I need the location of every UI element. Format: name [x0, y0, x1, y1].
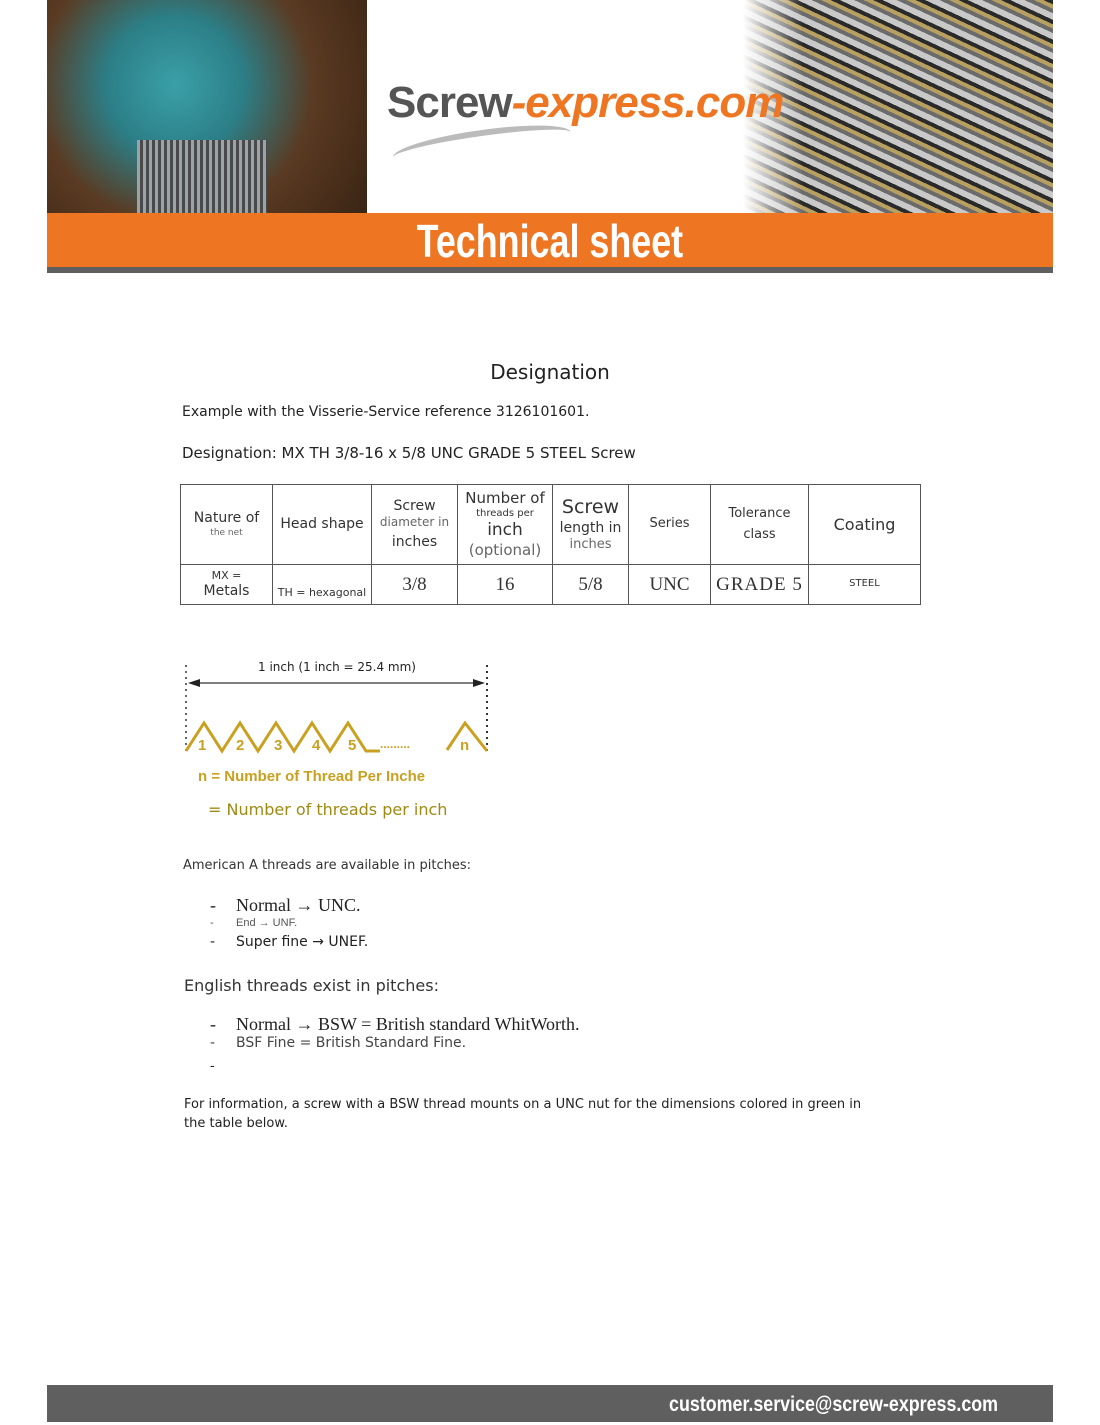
screws-photo — [743, 0, 1053, 213]
thread-drawing — [184, 665, 489, 755]
thread-label: 5 — [348, 737, 357, 754]
cell-length: 5/8 — [552, 564, 629, 605]
thread-label: 4 — [312, 737, 321, 754]
tools-photo — [47, 0, 367, 213]
list-item — [210, 1057, 580, 1075]
header-coating: Coating — [808, 484, 921, 565]
intro-text: Example with the Visserie-Service refere… — [182, 404, 590, 420]
american-intro: American A threads are available in pitc… — [183, 858, 471, 873]
thread-ellipsis: ......... — [380, 737, 411, 751]
list-item: Super fine → UNEF. — [210, 934, 368, 950]
thread-label: 1 — [198, 737, 207, 754]
header-banner: Screw-express.com — [47, 0, 1053, 213]
header-length: Screw length in inches — [552, 484, 629, 565]
footer-email[interactable]: customer.service@screw-express.com — [669, 1393, 998, 1416]
list-item: End → UNF. — [210, 917, 368, 934]
info-text: For information, a screw with a BSW thre… — [184, 1097, 862, 1131]
english-list: Normal → BSW = British standard WhitWort… — [210, 1014, 580, 1075]
cell-nature: MX = Metals — [180, 564, 273, 605]
header-tolerance: Tolerance class — [710, 484, 809, 565]
caption-threads-per-inch: = Number of threads per inch — [208, 800, 448, 819]
header-series: Series — [628, 484, 711, 565]
banner-title: Technical sheet — [416, 215, 684, 267]
header-threads: Number of threads per inch (optional) — [457, 484, 553, 565]
header-diameter: Screw diameter in inches — [371, 484, 458, 565]
section-title: Designation — [490, 360, 610, 384]
cell-diameter: 3/8 — [371, 564, 458, 605]
cell-series: UNC — [628, 564, 711, 605]
list-item: Normal → BSW = British standard WhitWort… — [210, 1014, 580, 1035]
header-head-shape: Head shape — [272, 484, 372, 565]
list-item: BSF Fine = British Standard Fine. — [210, 1035, 580, 1057]
list-item: Normal → UNC. — [210, 895, 368, 917]
american-list: Normal → UNC. End → UNF. Super fine → UN… — [210, 895, 368, 950]
cell-threads: 16 — [457, 564, 553, 605]
table-header-row: Nature of the net Head shape Screw diamete… — [180, 484, 921, 565]
header-nature: Nature of the net — [180, 484, 273, 565]
caption-thread-per-inch: n = Number of Thread Per Inche — [198, 768, 426, 785]
thread-label: 2 — [236, 737, 245, 754]
measure-label: 1 inch (1 inch = 25.4 mm) — [258, 660, 416, 674]
cell-coating: STEEL — [808, 564, 921, 605]
designation-text: Designation: MX TH 3/8-16 x 5/8 UNC GRAD… — [182, 444, 636, 462]
thread-pitch-diagram: 1 inch (1 inch = 25.4 mm) 1 2 3 4 5 ....… — [180, 655, 500, 825]
table-row: MX = Metals TH = hexagonal 3/8 16 5/8 UNC… — [180, 564, 921, 605]
designation-table: Nature of the net Head shape Screw diamete… — [180, 484, 921, 605]
english-intro: English threads exist in pitches: — [184, 976, 439, 995]
footer-bar: customer.service@screw-express.com — [47, 1385, 1053, 1422]
cell-head-shape: TH = hexagonal — [272, 564, 372, 605]
thread-label: 3 — [274, 737, 283, 754]
divider — [47, 267, 1053, 273]
banner-title-bar: Technical sheet — [47, 213, 1053, 267]
cell-tolerance: GRADE 5 — [710, 564, 809, 605]
logo: Screw-express.com — [387, 78, 784, 127]
thread-label-n: n — [460, 737, 470, 754]
